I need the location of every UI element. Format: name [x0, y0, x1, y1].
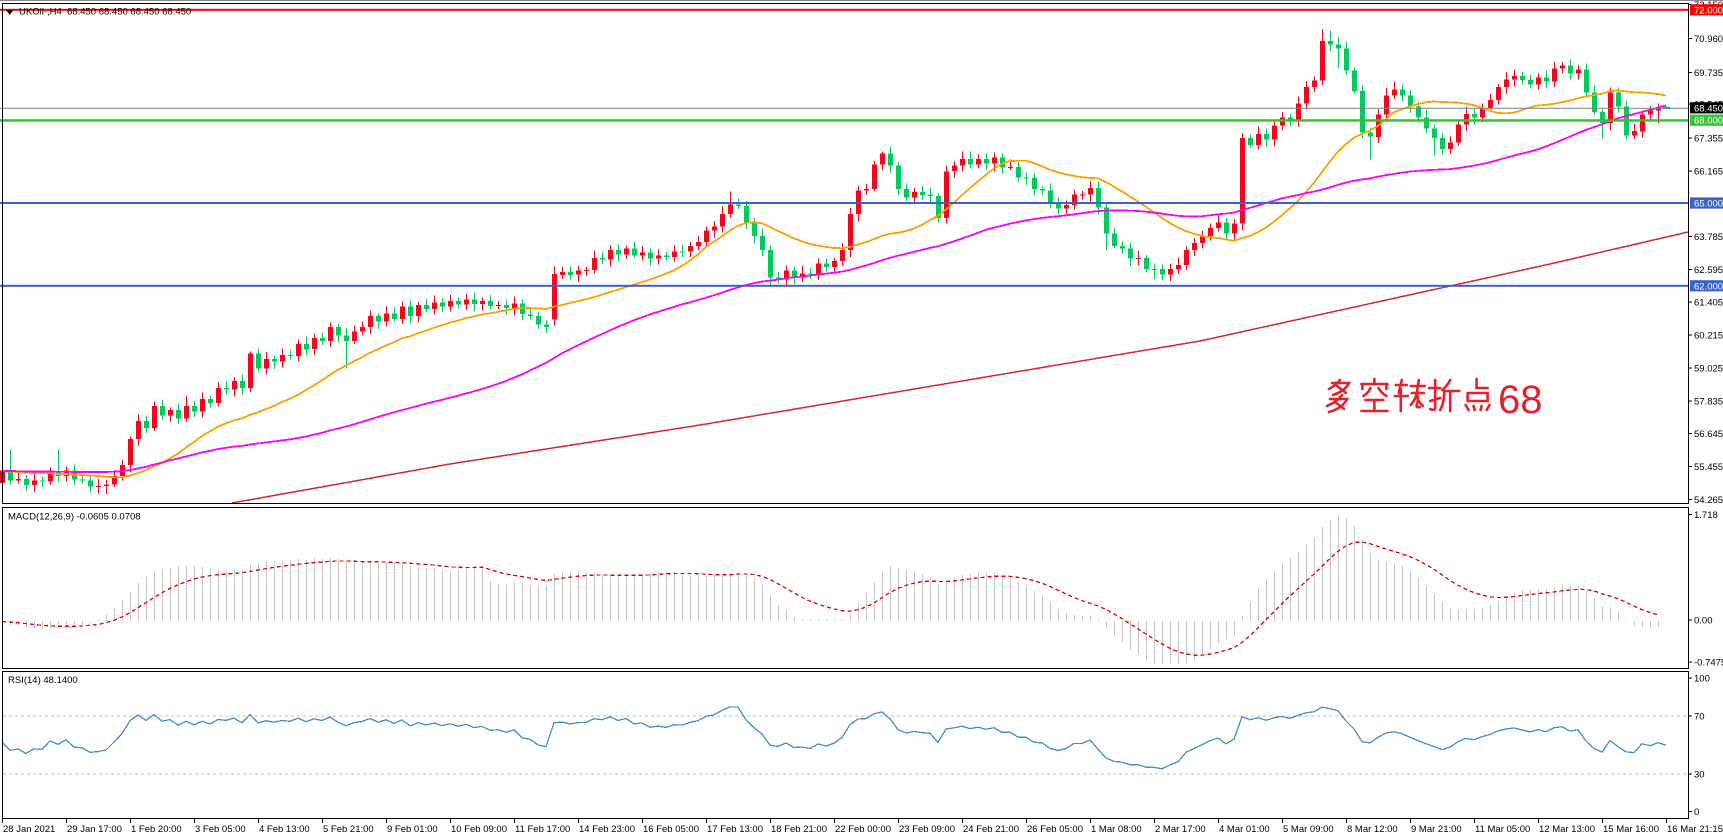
- svg-text:0.00: 0.00: [1694, 616, 1713, 627]
- svg-text:68.000: 68.000: [1694, 116, 1723, 127]
- svg-text:1 Feb 20:00: 1 Feb 20:00: [131, 824, 182, 835]
- svg-text:70: 70: [1694, 711, 1705, 722]
- svg-text:55.455: 55.455: [1694, 462, 1723, 473]
- svg-text:69.735: 69.735: [1694, 68, 1723, 79]
- svg-text:18 Feb 21:00: 18 Feb 21:00: [771, 824, 827, 835]
- svg-text:56.645: 56.645: [1694, 429, 1723, 440]
- svg-text:5 Feb 21:00: 5 Feb 21:00: [323, 824, 374, 835]
- svg-text:22 Feb 00:00: 22 Feb 00:00: [835, 824, 891, 835]
- svg-text:17 Feb 13:00: 17 Feb 13:00: [707, 824, 763, 835]
- svg-text:68: 68: [1498, 378, 1543, 422]
- svg-text:59.025: 59.025: [1694, 363, 1723, 374]
- svg-text:62.595: 62.595: [1694, 265, 1723, 276]
- svg-text:68.450: 68.450: [1694, 103, 1723, 114]
- svg-text:1 Mar 08:00: 1 Mar 08:00: [1091, 824, 1142, 835]
- svg-text:15 Mar 16:00: 15 Mar 16:00: [1603, 824, 1659, 835]
- svg-text:4 Mar 01:00: 4 Mar 01:00: [1219, 824, 1270, 835]
- svg-text:65.000: 65.000: [1694, 199, 1723, 210]
- svg-text:12 Mar 13:00: 12 Mar 13:00: [1539, 824, 1595, 835]
- svg-text:67.355: 67.355: [1694, 134, 1723, 145]
- svg-text:UKOil-,H4 68.450 68.450 68.45: UKOil-,H4 68.450 68.450 68.450 68.450: [19, 7, 191, 18]
- svg-text:11 Mar 05:00: 11 Mar 05:00: [1475, 824, 1530, 835]
- svg-text:16 Mar 21:15: 16 Mar 21:15: [1667, 824, 1723, 835]
- svg-text:9 Mar 21:00: 9 Mar 21:00: [1411, 824, 1462, 835]
- svg-text:62.000: 62.000: [1694, 281, 1723, 292]
- svg-text:14 Feb 23:00: 14 Feb 23:00: [579, 824, 635, 835]
- svg-text:66.165: 66.165: [1694, 166, 1723, 177]
- svg-text:29 Jan 17:00: 29 Jan 17:00: [67, 824, 122, 835]
- svg-text:MACD(12,26,9) -0.0605 0.0708: MACD(12,26,9) -0.0605 0.0708: [8, 512, 141, 523]
- svg-text:24 Feb 21:00: 24 Feb 21:00: [963, 824, 1019, 835]
- svg-text:61.405: 61.405: [1694, 298, 1723, 309]
- svg-text:5 Mar 09:00: 5 Mar 09:00: [1283, 824, 1334, 835]
- svg-text:26 Feb 05:00: 26 Feb 05:00: [1027, 824, 1083, 835]
- svg-text:0: 0: [1694, 807, 1699, 818]
- svg-text:72.000: 72.000: [1694, 5, 1723, 16]
- svg-text:11 Feb 17:00: 11 Feb 17:00: [515, 824, 570, 835]
- svg-text:54.265: 54.265: [1694, 495, 1723, 506]
- svg-text:70.960: 70.960: [1694, 34, 1723, 45]
- svg-text:16 Feb 05:00: 16 Feb 05:00: [643, 824, 699, 835]
- svg-text:RSI(14) 48.1400: RSI(14) 48.1400: [8, 675, 78, 686]
- svg-text:4 Feb 13:00: 4 Feb 13:00: [259, 824, 310, 835]
- svg-text:60.215: 60.215: [1694, 331, 1723, 342]
- svg-text:1.718: 1.718: [1694, 510, 1718, 521]
- svg-text:10 Feb 09:00: 10 Feb 09:00: [451, 824, 507, 835]
- svg-text:23 Feb 09:00: 23 Feb 09:00: [899, 824, 955, 835]
- svg-text:28 Jan 2021: 28 Jan 2021: [3, 824, 55, 835]
- svg-text:3 Feb 05:00: 3 Feb 05:00: [195, 824, 246, 835]
- svg-text:57.835: 57.835: [1694, 396, 1723, 407]
- svg-text:63.785: 63.785: [1694, 232, 1723, 243]
- svg-text:2 Mar 17:00: 2 Mar 17:00: [1155, 824, 1206, 835]
- svg-text:8 Mar 12:00: 8 Mar 12:00: [1347, 824, 1398, 835]
- svg-text:9 Feb 01:00: 9 Feb 01:00: [387, 824, 438, 835]
- svg-text:30: 30: [1694, 770, 1705, 781]
- svg-text:-0.7475: -0.7475: [1694, 657, 1723, 668]
- svg-text:100: 100: [1694, 674, 1710, 685]
